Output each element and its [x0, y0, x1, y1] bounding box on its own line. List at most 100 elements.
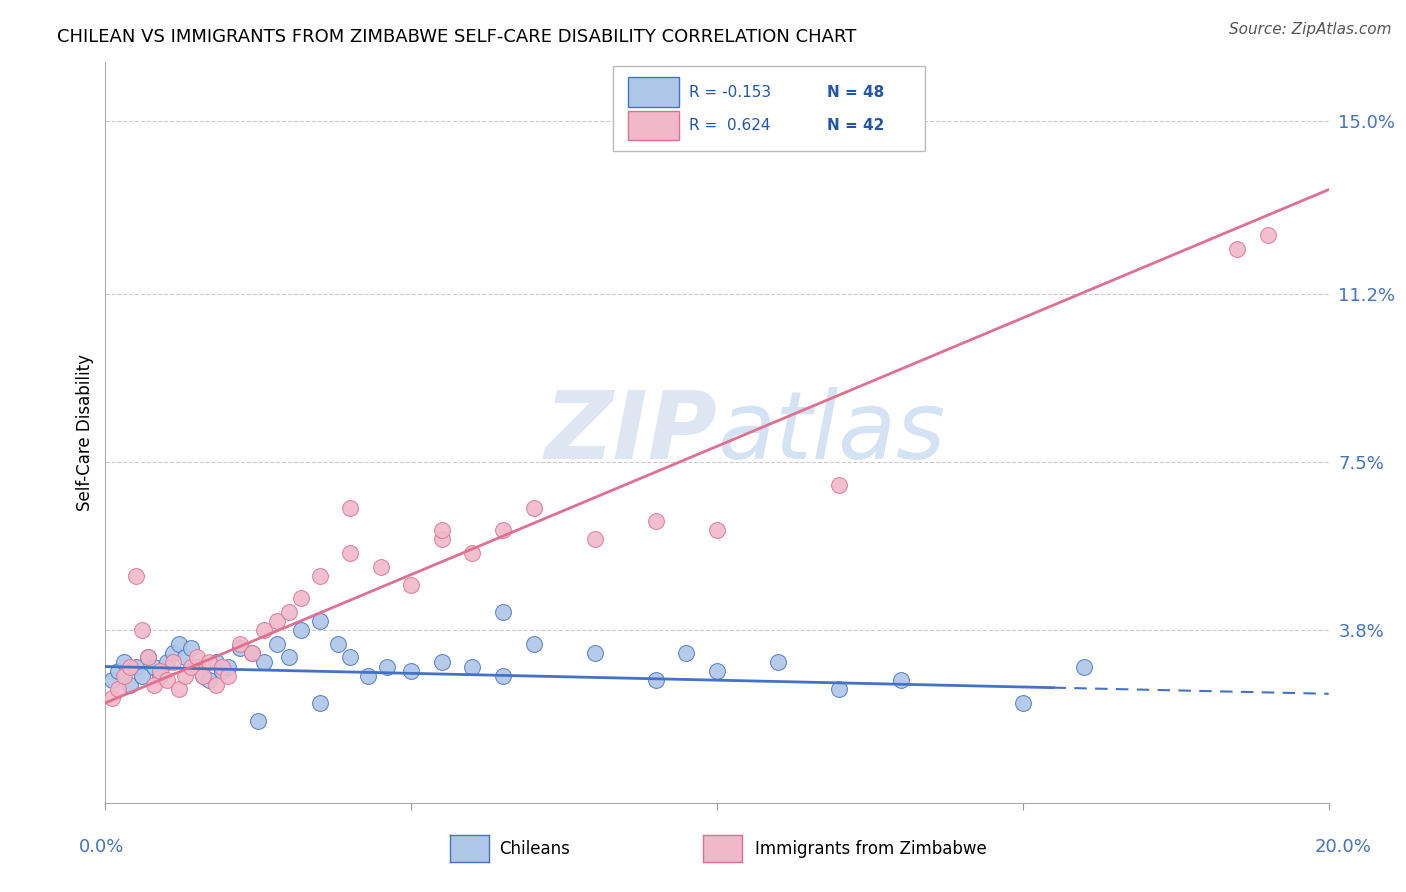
Point [768, 655, 790, 669]
Text: N = 48: N = 48 [827, 85, 884, 100]
Point [149, 668, 172, 682]
Point [229, 641, 252, 656]
Point [100, 673, 122, 688]
Text: CHILEAN VS IMMIGRANTS FROM ZIMBABWE SELF-CARE DISABILITY CORRELATION CHART: CHILEAN VS IMMIGRANTS FROM ZIMBABWE SELF… [56, 28, 856, 45]
Point [167, 637, 190, 651]
Point [889, 673, 911, 688]
Point [370, 559, 392, 574]
Text: 0.0%: 0.0% [79, 838, 124, 855]
Point [399, 664, 422, 678]
Point [118, 659, 141, 673]
Point [204, 655, 226, 669]
Point [523, 637, 546, 651]
FancyBboxPatch shape [613, 66, 925, 152]
Point [339, 546, 361, 560]
Point [339, 500, 361, 515]
Text: R =  0.624: R = 0.624 [689, 118, 770, 133]
Point [118, 678, 141, 692]
Point [583, 533, 606, 547]
Point [308, 696, 330, 710]
Text: atlas: atlas [717, 387, 945, 478]
Point [217, 668, 239, 682]
Point [131, 668, 153, 682]
Point [492, 605, 515, 619]
Point [357, 668, 380, 682]
Point [308, 614, 330, 628]
Point [149, 664, 172, 678]
Point [162, 646, 184, 660]
Point [167, 682, 190, 697]
Point [174, 668, 197, 682]
Point [706, 664, 728, 678]
Point [174, 650, 197, 665]
Point [217, 659, 239, 673]
Point [107, 682, 129, 697]
Point [266, 614, 288, 628]
Point [277, 605, 299, 619]
Point [644, 514, 666, 528]
Point [339, 650, 361, 665]
Point [375, 659, 398, 673]
Point [131, 624, 153, 638]
Point [240, 646, 263, 660]
Point [290, 624, 312, 638]
Point [492, 523, 515, 537]
Point [1226, 242, 1249, 256]
Point [100, 691, 122, 706]
Point [193, 668, 215, 682]
FancyBboxPatch shape [627, 78, 679, 107]
Point [240, 646, 263, 660]
Point [1011, 696, 1033, 710]
Point [430, 655, 453, 669]
Point [253, 655, 276, 669]
Text: Immigrants from Zimbabwe: Immigrants from Zimbabwe [755, 840, 987, 858]
Text: 20.0%: 20.0% [1315, 838, 1371, 855]
Point [180, 659, 202, 673]
Point [136, 650, 159, 665]
Point [180, 641, 202, 656]
Point [399, 578, 422, 592]
Point [523, 500, 546, 515]
Point [229, 637, 252, 651]
Point [706, 523, 728, 537]
Point [828, 682, 851, 697]
Point [143, 678, 166, 692]
Point [186, 650, 208, 665]
Point [136, 650, 159, 665]
Point [112, 668, 135, 682]
Point [125, 659, 148, 673]
Point [112, 655, 135, 669]
Point [1256, 227, 1278, 242]
FancyBboxPatch shape [627, 111, 679, 140]
Point [198, 655, 221, 669]
Point [308, 568, 330, 582]
Point [211, 664, 233, 678]
Point [253, 624, 276, 638]
Point [107, 664, 129, 678]
Point [143, 659, 166, 673]
Point [290, 591, 312, 606]
Point [155, 673, 177, 688]
Point [1073, 659, 1095, 673]
Point [277, 650, 299, 665]
Point [583, 646, 606, 660]
Text: ZIP: ZIP [544, 386, 717, 479]
Text: Source: ZipAtlas.com: Source: ZipAtlas.com [1229, 22, 1392, 37]
Point [266, 637, 288, 651]
Point [198, 673, 221, 688]
Text: N = 42: N = 42 [827, 118, 884, 133]
Point [430, 523, 453, 537]
Point [211, 659, 233, 673]
Point [828, 478, 851, 492]
Point [492, 668, 515, 682]
Text: Chileans: Chileans [499, 840, 569, 858]
Point [430, 533, 453, 547]
Point [125, 568, 148, 582]
Y-axis label: Self-Care Disability: Self-Care Disability [76, 354, 94, 511]
Point [326, 637, 349, 651]
Point [155, 655, 177, 669]
Text: R = -0.153: R = -0.153 [689, 85, 770, 100]
Point [204, 678, 226, 692]
Point [461, 659, 484, 673]
Point [461, 546, 484, 560]
